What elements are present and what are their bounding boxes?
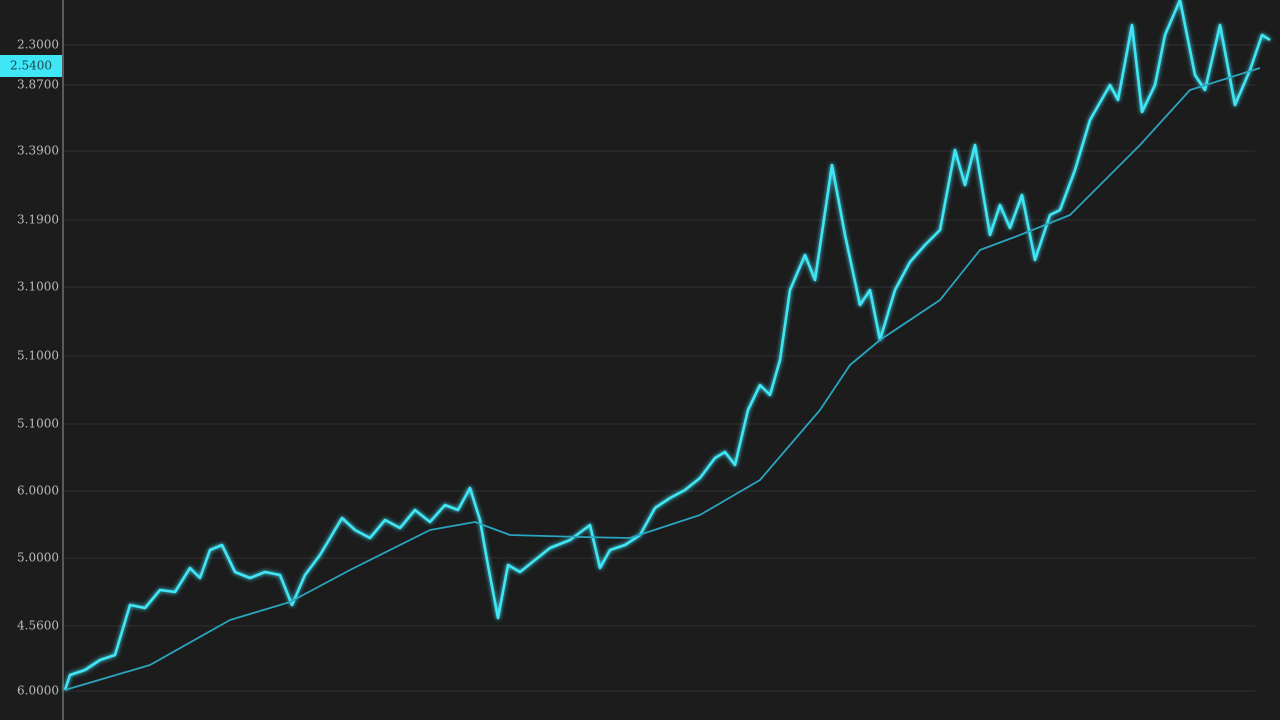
y-tick-label: 6.0000 — [17, 484, 59, 498]
y-tick-label: 3.1900 — [17, 213, 59, 227]
series-line — [63, 0, 1271, 691]
y-tick-label: 3.3900 — [17, 144, 59, 158]
price-marker — [0, 55, 62, 77]
y-tick-label: 3.8700 — [17, 78, 59, 92]
y-tick-label: 5.1000 — [17, 349, 59, 363]
price-marker-label: 2.5400 — [10, 59, 52, 73]
y-tick-label: 6.0000 — [17, 684, 59, 698]
y-tick-label: 5.0000 — [17, 551, 59, 565]
y-tick-label: 2.3000 — [17, 38, 59, 52]
y-tick-label: 4.5600 — [17, 619, 59, 633]
series-line — [64, 67, 1261, 691]
y-tick-label: 5.1000 — [17, 417, 59, 431]
y-tick-label: 3.1000 — [17, 280, 59, 294]
